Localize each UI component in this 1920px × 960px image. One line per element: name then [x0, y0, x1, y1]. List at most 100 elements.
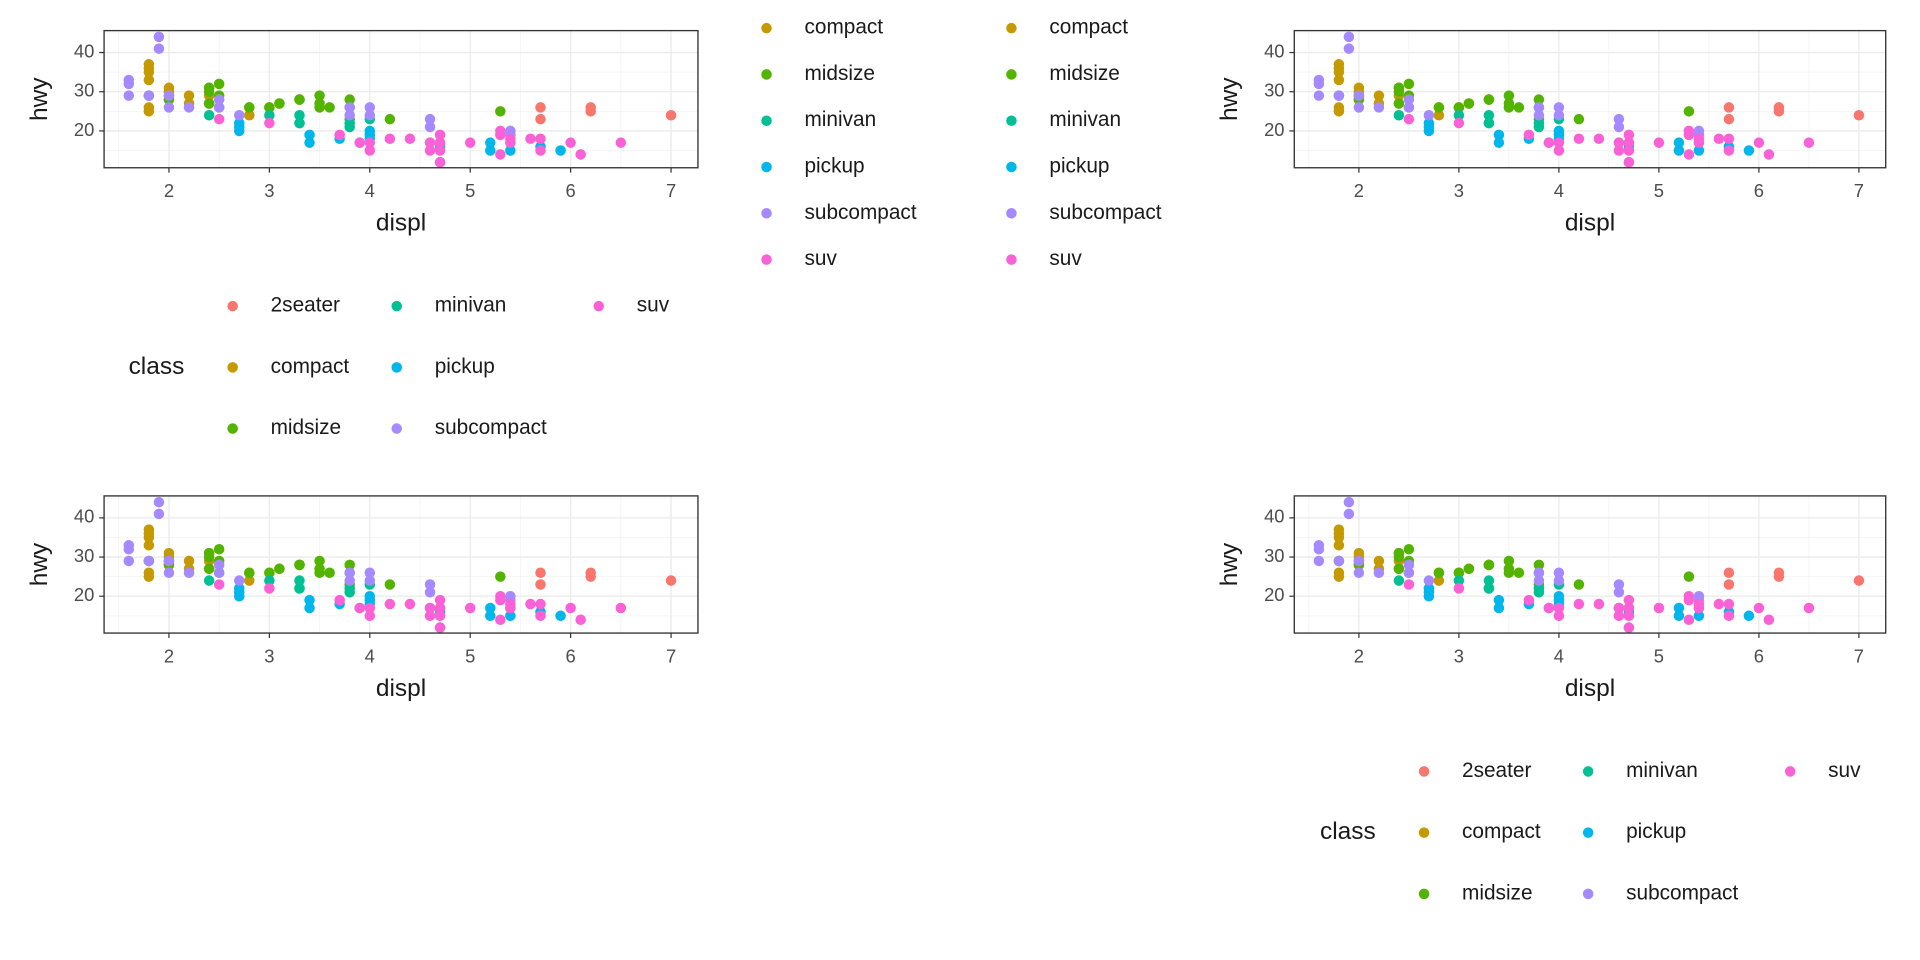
point — [464, 602, 476, 614]
y-tick-label: 20 — [1264, 584, 1284, 605]
point — [424, 610, 436, 622]
point — [495, 594, 506, 606]
point — [1623, 622, 1635, 633]
point — [1393, 82, 1405, 94]
point — [294, 117, 305, 129]
y-tick-label: 40 — [74, 506, 94, 527]
point — [1543, 137, 1555, 148]
point — [384, 598, 396, 610]
point — [1553, 567, 1565, 578]
point — [1653, 137, 1665, 148]
x-tick-label: 7 — [1854, 645, 1864, 666]
point — [1353, 555, 1365, 567]
point — [163, 555, 175, 567]
point — [213, 543, 225, 555]
point — [1333, 528, 1345, 539]
point — [505, 610, 516, 622]
point — [575, 614, 586, 626]
point — [1533, 575, 1545, 586]
point — [364, 610, 376, 622]
point — [1513, 102, 1525, 113]
legend-key — [1582, 827, 1594, 838]
point — [233, 587, 245, 598]
point — [123, 90, 135, 101]
point — [274, 98, 285, 109]
point — [233, 121, 245, 133]
point — [244, 102, 255, 113]
point — [153, 31, 165, 43]
point — [1553, 145, 1565, 156]
y-tick-label: 30 — [1264, 80, 1284, 101]
point — [264, 567, 275, 578]
point — [1553, 610, 1565, 622]
point — [1483, 109, 1495, 121]
point — [555, 610, 566, 622]
point — [485, 610, 496, 622]
point — [203, 82, 215, 94]
point — [535, 567, 546, 578]
point — [434, 145, 446, 156]
point — [384, 579, 396, 590]
point — [1373, 102, 1385, 113]
point — [1613, 579, 1625, 590]
point — [1623, 610, 1635, 622]
point — [424, 121, 436, 133]
point — [1433, 575, 1445, 586]
point — [153, 43, 165, 54]
point — [505, 145, 516, 156]
point — [1353, 102, 1365, 113]
point — [1553, 109, 1565, 121]
legend-key — [761, 69, 772, 80]
legend-label: pickup — [804, 155, 864, 178]
legend-key — [1006, 161, 1017, 173]
point — [1403, 579, 1415, 590]
point — [1483, 117, 1495, 129]
point — [1513, 567, 1525, 578]
panel-border — [1293, 29, 1887, 169]
x-tick-label: 5 — [465, 645, 475, 666]
point — [1463, 98, 1475, 109]
point — [1393, 575, 1405, 586]
point — [1483, 94, 1495, 105]
point — [1463, 563, 1475, 575]
legend-label: suv — [1828, 759, 1861, 782]
point — [244, 575, 255, 586]
point — [1403, 567, 1415, 578]
point — [434, 129, 446, 141]
x-tick-label: 6 — [1754, 180, 1764, 201]
legend-label: 2seater — [271, 294, 340, 317]
point — [213, 94, 225, 105]
legend-label: minivan — [435, 294, 507, 317]
point — [1343, 31, 1355, 43]
point — [495, 129, 506, 141]
point — [1723, 113, 1735, 125]
point — [163, 102, 175, 113]
x-tick-label: 4 — [365, 645, 375, 666]
point — [1533, 121, 1545, 133]
point — [1423, 575, 1435, 586]
point — [464, 137, 476, 148]
point — [153, 496, 165, 508]
point — [1723, 567, 1735, 578]
legend-label: subcompact — [1049, 201, 1161, 224]
point — [314, 555, 325, 567]
point — [434, 594, 446, 606]
point — [1313, 90, 1325, 101]
point — [123, 78, 135, 90]
point — [274, 563, 285, 575]
point — [364, 137, 376, 148]
point — [535, 133, 546, 145]
point — [424, 579, 436, 590]
point — [1533, 559, 1545, 571]
legend-title: class — [129, 353, 185, 380]
point — [123, 543, 135, 555]
legend-label: pickup — [1049, 155, 1109, 178]
panel-background — [1294, 30, 1886, 168]
y-tick-label: 20 — [74, 119, 94, 140]
point — [1353, 567, 1365, 578]
point — [1333, 106, 1345, 117]
x-tick-label: 5 — [1654, 180, 1664, 201]
x-axis-title: displ — [1565, 210, 1615, 237]
point — [213, 78, 225, 90]
point — [1533, 109, 1545, 121]
